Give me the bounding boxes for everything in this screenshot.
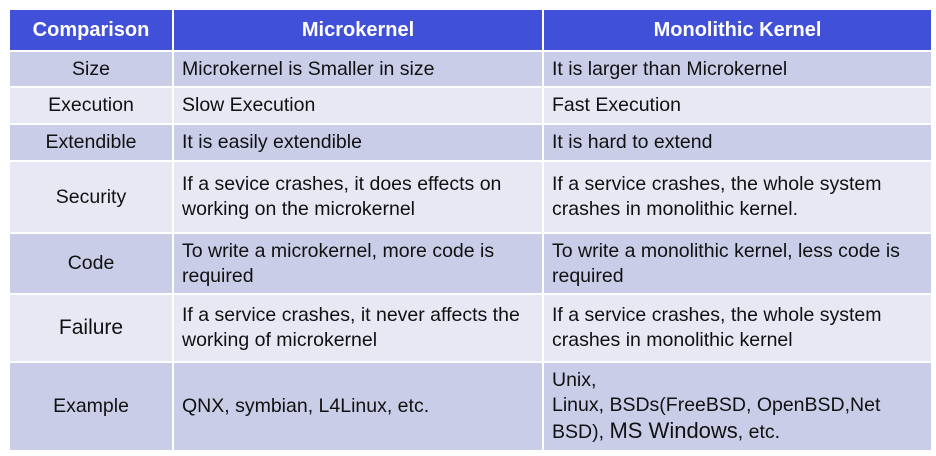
microkernel-cell: Slow Execution xyxy=(172,86,544,125)
microkernel-cell: QNX, symbian, L4Linux, etc. xyxy=(172,360,544,453)
row-label: Size xyxy=(8,49,174,89)
monolithic-cell: Unix, Linux, BSDs(FreeBSD, OpenBSD,Net B… xyxy=(542,360,933,453)
example-line: BSD), MS Windows, etc. xyxy=(552,418,923,445)
microkernel-cell: Microkernel is Smaller in size xyxy=(172,49,544,89)
microkernel-cell: To write a microkernel, more code is req… xyxy=(172,232,544,295)
header-comparison: Comparison xyxy=(8,8,174,52)
example-text-ms-windows: MS Windows xyxy=(609,417,738,443)
microkernel-cell: It is easily extendible xyxy=(172,122,544,163)
table-row: Code To write a microkernel, more code i… xyxy=(8,232,933,295)
table-row: Failure If a service crashes, it never a… xyxy=(8,293,933,363)
row-label: Execution xyxy=(8,86,174,125)
microkernel-cell: If a sevice crashes, it does effects on … xyxy=(172,160,544,235)
row-label: Extendible xyxy=(8,122,174,163)
table-row: Execution Slow Execution Fast Execution xyxy=(8,86,933,125)
microkernel-cell: If a service crashes, it never affects t… xyxy=(172,293,544,363)
header-microkernel: Microkernel xyxy=(172,8,544,52)
table-row: Example QNX, symbian, L4Linux, etc. Unix… xyxy=(8,360,933,453)
example-line: Linux, BSDs(FreeBSD, OpenBSD,Net xyxy=(552,393,881,416)
table-row: Security If a sevice crashes, it does ef… xyxy=(8,160,933,235)
monolithic-cell: If a service crashes, the whole system c… xyxy=(542,293,933,363)
row-label: Failure xyxy=(8,293,174,363)
example-text: , etc. xyxy=(737,420,781,443)
table-row: Size Microkernel is Smaller in size It i… xyxy=(8,49,933,89)
example-text: BSD), xyxy=(552,420,610,443)
monolithic-cell: Fast Execution xyxy=(542,86,933,125)
row-label: Code xyxy=(8,232,174,295)
header-monolithic-kernel: Monolithic Kernel xyxy=(542,8,933,52)
header-row: Comparison Microkernel Monolithic Kernel xyxy=(8,8,933,52)
monolithic-cell: It is larger than Microkernel xyxy=(542,49,933,89)
example-line: Unix, xyxy=(552,368,597,391)
comparison-table: Comparison Microkernel Monolithic Kernel… xyxy=(8,8,933,453)
monolithic-cell: It is hard to extend xyxy=(542,122,933,163)
monolithic-cell: To write a monolithic kernel, less code … xyxy=(542,232,933,295)
row-label: Example xyxy=(8,360,174,453)
monolithic-cell: If a service crashes, the whole system c… xyxy=(542,160,933,235)
table-row: Extendible It is easily extendible It is… xyxy=(8,122,933,163)
row-label: Security xyxy=(8,160,174,235)
